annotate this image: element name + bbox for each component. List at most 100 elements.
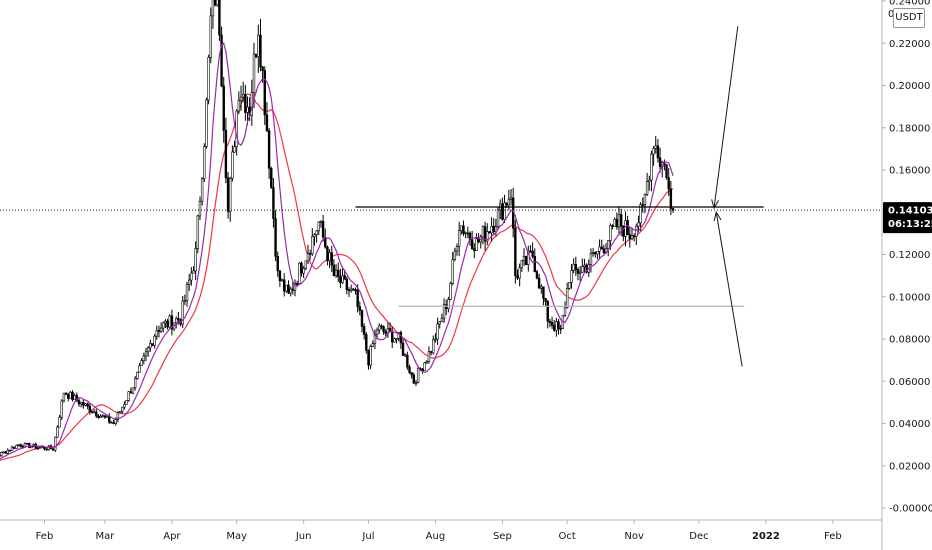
candle-body <box>138 365 141 373</box>
candle-body <box>246 106 249 113</box>
candle-body <box>518 267 521 279</box>
candle-body <box>58 416 61 428</box>
candle <box>598 239 601 260</box>
candle <box>192 265 195 274</box>
candle <box>144 348 148 362</box>
candle-body <box>129 391 133 394</box>
candle-body <box>0 451 3 456</box>
candle-body <box>164 320 167 324</box>
price-tick-label: -0.00000 <box>889 504 932 515</box>
candle <box>667 168 670 196</box>
candle-body <box>570 270 573 283</box>
candle <box>239 85 243 111</box>
candle-body <box>371 343 374 347</box>
candle-body <box>313 234 316 237</box>
candle <box>483 221 487 251</box>
candle-body <box>261 66 264 71</box>
time-tick-label: Oct <box>559 531 576 542</box>
candle <box>445 299 448 316</box>
candle-body <box>391 331 394 343</box>
candle <box>207 54 210 105</box>
candle-body <box>181 300 184 325</box>
candle <box>427 346 431 364</box>
candle-body <box>576 269 580 274</box>
price-axis[interactable]: -0.00000 0.02000 0.04000 0.06000 0.08000 0.10… <box>881 0 932 550</box>
candle-body <box>114 419 117 424</box>
candle-body <box>99 415 102 418</box>
candle-body <box>403 354 407 357</box>
price-tick-label: 0.04000 <box>889 419 930 430</box>
candle <box>88 403 92 415</box>
candle-body <box>170 315 174 330</box>
candle <box>190 267 193 286</box>
candle <box>10 445 14 451</box>
candle-body <box>321 221 325 238</box>
candle-body <box>155 330 158 337</box>
candle-body <box>62 392 66 402</box>
candle-body <box>537 277 541 289</box>
candle-body <box>516 275 519 279</box>
time-tick-label: 2022 <box>752 531 780 542</box>
candle <box>21 444 25 448</box>
candle-body <box>177 318 180 321</box>
candle-body <box>360 310 364 327</box>
candle <box>486 223 489 246</box>
candle <box>131 387 135 395</box>
candle-body <box>101 415 104 417</box>
candle <box>635 223 638 246</box>
candle <box>611 224 614 230</box>
candle <box>237 91 241 114</box>
candle <box>149 339 152 352</box>
candle <box>429 350 433 356</box>
candle-body <box>257 34 260 58</box>
time-axis[interactable]: Feb Mar Apr May Jun Jul Aug Sep Oct Nov Dec 2022 Feb <box>0 519 882 542</box>
candle-body <box>481 226 485 238</box>
candle <box>509 189 513 206</box>
ma-slow-layer <box>0 93 674 461</box>
candle-body <box>509 197 513 200</box>
candle <box>54 436 57 453</box>
candle-body <box>568 282 571 289</box>
candle <box>127 390 130 402</box>
candle <box>548 318 552 328</box>
candle <box>226 172 230 219</box>
candle-body <box>56 426 59 438</box>
candle <box>308 249 312 260</box>
candle <box>187 274 191 291</box>
time-tick-label: Jun <box>295 531 312 542</box>
candle-body <box>362 326 366 335</box>
candle-body <box>15 445 18 449</box>
candle-body <box>209 15 212 58</box>
candle-body <box>550 322 554 326</box>
candle-body <box>613 219 616 227</box>
currency-selector[interactable]: USDT <box>893 8 925 28</box>
candle <box>205 97 208 149</box>
candle <box>293 279 297 297</box>
drawing-layer[interactable] <box>0 26 882 367</box>
time-tick-label: Mar <box>96 531 116 542</box>
candle <box>233 140 236 153</box>
candle <box>62 392 66 403</box>
price-tick-label: 0.08000 <box>889 335 930 346</box>
candle <box>213 0 217 7</box>
candle <box>300 261 303 277</box>
candle <box>198 196 202 221</box>
candle-body <box>507 198 511 206</box>
candle <box>306 244 310 265</box>
candle <box>537 273 541 289</box>
candle <box>183 294 187 306</box>
candle <box>384 329 387 337</box>
candle-body <box>4 451 7 454</box>
candle <box>557 318 560 335</box>
candle <box>395 338 398 344</box>
ma-slow-line <box>0 93 674 461</box>
candle-body <box>86 403 89 407</box>
candle-body <box>347 289 351 292</box>
candle <box>121 406 124 414</box>
candle-body <box>252 53 256 93</box>
candle <box>473 243 476 259</box>
candle-body <box>220 34 223 87</box>
candle <box>600 239 603 250</box>
candle <box>285 284 288 293</box>
